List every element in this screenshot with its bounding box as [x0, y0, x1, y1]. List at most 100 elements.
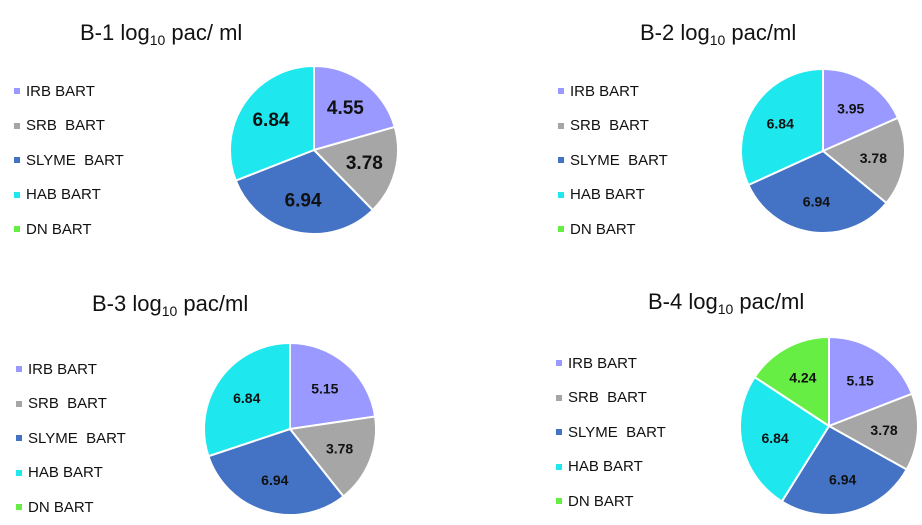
- slice-value-label: 3.78: [860, 150, 887, 166]
- legend-item-dn: DN BART: [14, 212, 124, 247]
- slice-srb: [288, 415, 377, 498]
- slice-value-label: 6.84: [761, 430, 788, 446]
- legend-label: SRB BART: [26, 117, 105, 135]
- slice-value-label: 6.94: [803, 193, 830, 209]
- slice-irb: [313, 64, 397, 152]
- slice-value-label: 6.94: [285, 190, 322, 211]
- title-subscript: 10: [709, 32, 726, 48]
- legend-label: SRB BART: [568, 389, 647, 407]
- legend-item-srb: SRB BART: [556, 381, 666, 416]
- slice-value-label: 4.55: [327, 98, 364, 119]
- chart-title: B-1 log10 pac/ ml: [80, 20, 242, 48]
- pie-chart: 3.95 3.78 6.94 6.84: [740, 67, 906, 234]
- slice-value-label: 3.78: [870, 422, 897, 438]
- pie-chart: 4.55 3.78 6.94 6.84: [229, 64, 399, 235]
- legend-item-srb: SRB BART: [14, 109, 124, 144]
- legend-swatch: [556, 360, 562, 367]
- legend-label: HAB BART: [568, 458, 643, 476]
- slice-hab: [229, 64, 315, 182]
- legend-label: DN BART: [568, 492, 634, 510]
- slice-value-label: 6.94: [261, 472, 288, 488]
- slice-srb: [826, 392, 919, 471]
- title-rest: pac/ml: [725, 20, 797, 45]
- legend-swatch: [558, 88, 564, 95]
- legend-swatch: [558, 191, 564, 198]
- title-main: B-1 log: [80, 20, 150, 45]
- slice-slyme: [747, 149, 888, 234]
- slice-value-label: 5.15: [847, 372, 874, 388]
- legend-item-slyme: SLYME BART: [556, 415, 666, 450]
- title-rest: pac/ml: [733, 289, 805, 314]
- slice-irb: [822, 67, 900, 153]
- legend-swatch: [16, 366, 22, 373]
- pie-chart: 5.15 3.78 6.94 6.84: [203, 341, 377, 516]
- slice-value-label: 4.24: [789, 369, 816, 385]
- slice-value-label: 5.15: [311, 381, 338, 397]
- slice-slyme: [780, 424, 908, 516]
- legend-label: SLYME BART: [26, 151, 124, 169]
- legend-swatch: [556, 394, 562, 401]
- legend-item-dn: DN BART: [16, 490, 126, 525]
- legend-swatch: [16, 469, 22, 476]
- legend-swatch: [14, 88, 20, 95]
- legend-swatch: [558, 226, 564, 233]
- title-rest: pac/ ml: [165, 20, 243, 45]
- slice-srb: [821, 116, 906, 205]
- slice-value-label: 6.94: [829, 471, 856, 487]
- legend-swatch: [16, 400, 22, 407]
- legend-item-irb: IRB BART: [556, 346, 666, 381]
- slice-value-label: 3.78: [346, 153, 383, 174]
- slice-slyme: [207, 427, 345, 516]
- slice-slyme: [234, 148, 375, 235]
- legend-swatch: [16, 504, 22, 511]
- legend-item-dn: DN BART: [556, 484, 666, 519]
- slice-irb: [289, 341, 377, 431]
- legend-swatch: [16, 435, 22, 442]
- legend-swatch: [558, 157, 564, 164]
- chart-title: B-3 log10 pac/ml: [92, 291, 248, 319]
- legend: IRB BART SRB BART SLYME BART HAB BART DN…: [558, 74, 668, 247]
- legend-item-slyme: SLYME BART: [558, 143, 668, 178]
- title-subscript: 10: [717, 301, 734, 317]
- title-rest: pac/ml: [177, 291, 249, 316]
- slice-hab: [740, 67, 824, 187]
- legend-label: IRB BART: [26, 82, 95, 100]
- legend-swatch: [556, 429, 562, 436]
- title-subscript: 10: [149, 32, 166, 48]
- legend: IRB BART SRB BART SLYME BART HAB BART DN…: [16, 352, 126, 525]
- legend-label: IRB BART: [28, 360, 97, 378]
- title-main: B-3 log: [92, 291, 162, 316]
- legend-item-hab: HAB BART: [14, 178, 124, 213]
- legend-swatch: [556, 498, 562, 505]
- title-subscript: 10: [161, 303, 178, 319]
- slice-dn: [753, 335, 830, 428]
- chart-title: B-4 log10 pac/ml: [648, 289, 804, 317]
- legend-item-hab: HAB BART: [16, 456, 126, 491]
- chart-title: B-2 log10 pac/ml: [640, 20, 796, 48]
- legend-item-irb: IRB BART: [558, 74, 668, 109]
- legend-label: SRB BART: [570, 117, 649, 135]
- legend-item-hab: HAB BART: [556, 450, 666, 485]
- legend-label: SRB BART: [28, 395, 107, 413]
- slice-value-label: 6.84: [233, 390, 260, 406]
- legend-label: IRB BART: [568, 354, 637, 372]
- chart-panel-b4: B-4 log10 pac/ml IRB BART SRB BART SLYME…: [461, 258, 922, 516]
- legend-item-slyme: SLYME BART: [16, 421, 126, 456]
- legend-item-srb: SRB BART: [558, 109, 668, 144]
- legend-swatch: [558, 122, 564, 129]
- legend-swatch: [14, 226, 20, 233]
- title-main: B-2 log: [640, 20, 710, 45]
- chart-panel-b2: B-2 log10 pac/ml IRB BART SRB BART SLYME…: [461, 0, 922, 258]
- pie-chart: 5.15 3.78 6.94 6.84 4.24: [739, 335, 919, 516]
- title-main: B-4 log: [648, 289, 718, 314]
- legend-label: DN BART: [28, 498, 94, 516]
- slice-value-label: 3.95: [837, 100, 864, 116]
- legend-swatch: [556, 463, 562, 470]
- legend-item-irb: IRB BART: [14, 74, 124, 109]
- slice-value-label: 6.84: [252, 110, 289, 131]
- legend-label: DN BART: [570, 220, 636, 238]
- legend-item-dn: DN BART: [558, 212, 668, 247]
- slice-value-label: 3.78: [326, 441, 353, 457]
- legend-label: SLYME BART: [568, 423, 666, 441]
- legend-item-srb: SRB BART: [16, 387, 126, 422]
